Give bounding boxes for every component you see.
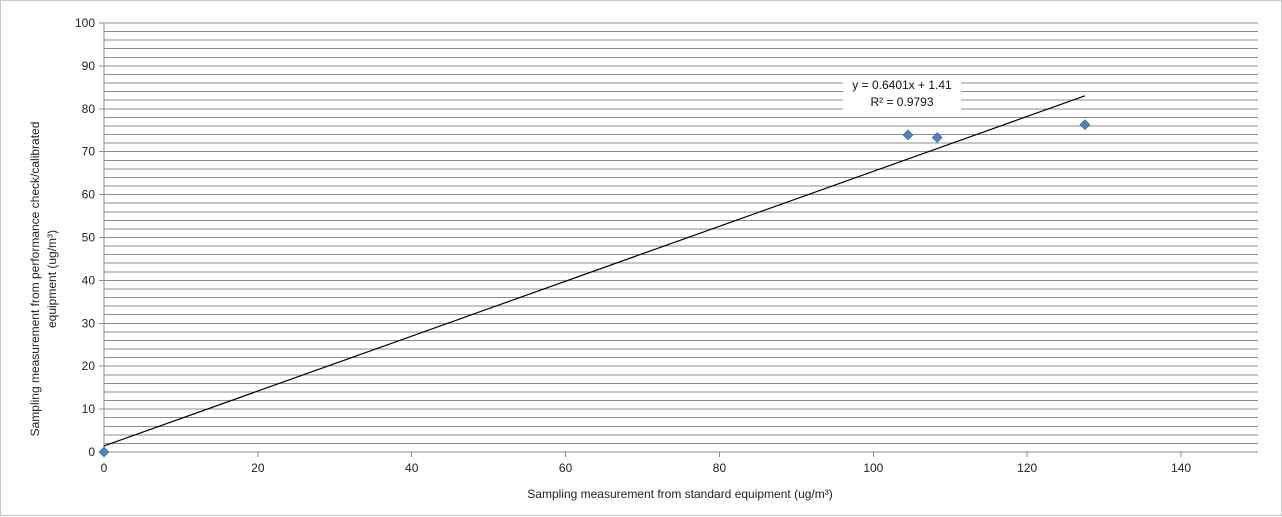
x-tick-label: 60 bbox=[559, 461, 573, 475]
trendline-equation: y = 0.6401x + 1.41 bbox=[852, 78, 952, 92]
y-tick-label: 90 bbox=[82, 59, 96, 73]
data-point-marker bbox=[902, 129, 914, 141]
x-tick-label: 20 bbox=[251, 461, 265, 475]
y-tick-label: 0 bbox=[88, 445, 95, 459]
y-tick-label: 100 bbox=[75, 16, 95, 30]
y-tick-label: 70 bbox=[82, 145, 96, 159]
trendline-r-squared: R² = 0.9793 bbox=[870, 95, 933, 109]
x-tick-label: 40 bbox=[405, 461, 419, 475]
x-tick-label: 100 bbox=[863, 461, 883, 475]
data-point-marker bbox=[931, 132, 943, 143]
x-tick-label: 140 bbox=[1171, 461, 1191, 475]
x-tick-label: 120 bbox=[1017, 461, 1037, 475]
linear-trendline bbox=[103, 95, 1086, 447]
x-tick-label: 0 bbox=[101, 461, 108, 475]
gridlines bbox=[104, 22, 1258, 444]
equation-background bbox=[843, 75, 961, 113]
y-axis-title-line-2: equipment (ug/m³) bbox=[45, 230, 59, 328]
y-tick-label: 20 bbox=[82, 359, 96, 373]
trendline-group bbox=[103, 95, 1086, 447]
y-tick-label: 10 bbox=[82, 402, 96, 416]
y-tick-label: 80 bbox=[82, 102, 96, 116]
y-tick-label: 40 bbox=[82, 273, 96, 287]
trendline-equation-box: y = 0.6401x + 1.41 R² = 0.9793 bbox=[843, 75, 961, 113]
y-tick-label: 60 bbox=[82, 188, 96, 202]
data-point-marker bbox=[1079, 119, 1091, 131]
y-axis-title: Sampling measurement from performance ch… bbox=[28, 122, 59, 437]
y-tick-label: 30 bbox=[82, 316, 96, 330]
tick-labels: 0 10 20 30 40 50 60 70 80 90 100 0 20 40 60 80 100 120 140 bbox=[75, 16, 1191, 475]
data-points bbox=[98, 119, 1091, 458]
y-axis-title-line-1: Sampling measurement from performance ch… bbox=[28, 122, 42, 437]
x-tick-label: 80 bbox=[713, 461, 727, 475]
data-point-marker bbox=[98, 446, 110, 458]
axes bbox=[99, 22, 1258, 457]
x-axis-title: Sampling measurement from standard equip… bbox=[527, 487, 832, 501]
y-tick-label: 50 bbox=[82, 231, 96, 245]
